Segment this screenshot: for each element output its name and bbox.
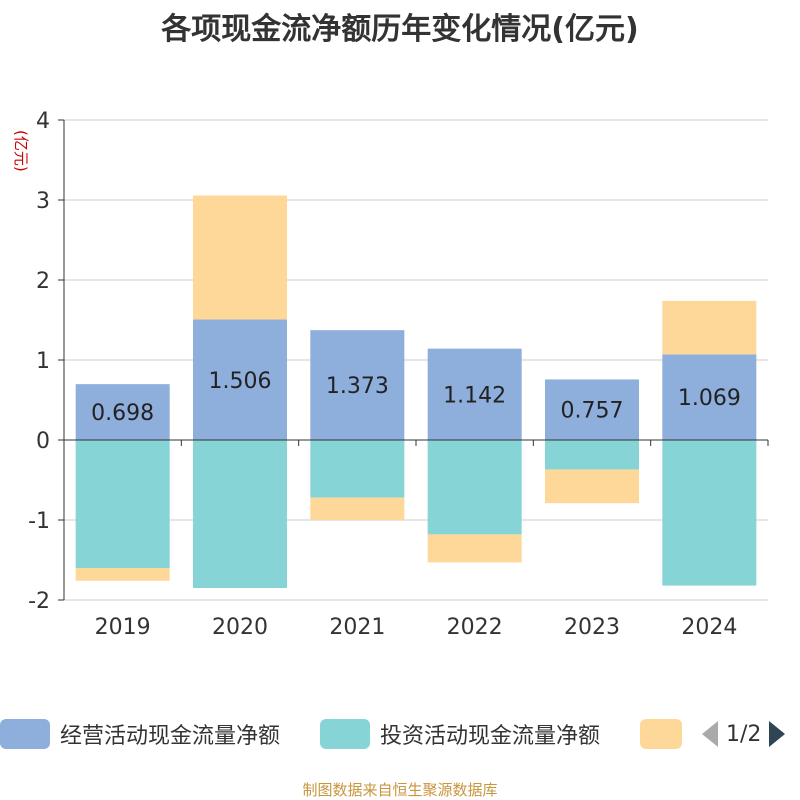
x-tick-label-2023: 2023 <box>564 615 620 640</box>
y-tick-label: 2 <box>36 269 50 294</box>
bar-segment-2021-series-2 <box>310 440 405 498</box>
bar-segment-2024-series-2 <box>662 440 757 586</box>
legend-pager: 1/2 <box>700 716 800 752</box>
bar-segment-2021-series-3 <box>310 497 405 520</box>
bar-segment-2019-series-1 <box>75 384 170 440</box>
bar-segment-2022-series-1 <box>427 348 522 440</box>
x-tick-label-2021: 2021 <box>329 615 385 640</box>
legend-item-operating[interactable]: 经营活动现金流量净额 <box>0 716 280 752</box>
bar-segment-2021-series-1 <box>310 330 405 440</box>
y-tick-label: 1 <box>36 349 50 374</box>
stacked-bar-chart: 4 3 2 1 0 -1 -2 2019 2020 2021 2022 2023 2024 0.698 1.… <box>28 109 769 640</box>
bar-segment-2020-series-2 <box>193 440 287 588</box>
data-label-2023: 0.757 <box>561 399 624 424</box>
data-label-2022: 1.142 <box>443 383 506 408</box>
legend-swatch-investing <box>320 719 370 749</box>
source-note: 制图数据来自恒生聚源数据库 <box>302 781 498 799</box>
bar-segment-2023-series-1 <box>545 379 639 440</box>
data-label-2024: 1.069 <box>678 386 741 411</box>
y-tick-label: -1 <box>28 509 50 534</box>
bar-segment-2023-series-2 <box>545 440 639 470</box>
x-tick-label-2019: 2019 <box>95 615 151 640</box>
legend-label-operating: 经营活动现金流量净额 <box>60 724 281 749</box>
y-tick-label: 3 <box>36 189 50 214</box>
bar-segment-2024-series-3 <box>662 300 757 355</box>
legend-page-indicator: 1/2 <box>726 721 762 747</box>
chart-title: 各项现金流净额历年变化情况(亿元) <box>161 12 639 47</box>
legend-item-third[interactable] <box>640 716 682 752</box>
legend-prev-arrow-icon[interactable] <box>700 719 720 749</box>
bar-segment-2022-series-3 <box>427 534 522 563</box>
legend-label-investing: 投资活动现金流量净额 <box>380 724 601 749</box>
bar-segment-2020-series-3 <box>193 195 287 320</box>
x-tick-label-2024: 2024 <box>681 615 737 640</box>
data-label-2019: 0.698 <box>91 401 154 426</box>
bar-segment-2023-series-3 <box>545 469 639 504</box>
bar-segment-2020-series-1 <box>193 319 287 440</box>
legend-next-arrow-icon[interactable] <box>767 719 787 749</box>
y-tick-label: 4 <box>36 109 50 134</box>
legend-swatch-third <box>640 719 682 749</box>
bar-segment-2024-series-1 <box>662 354 757 440</box>
bar-segment-2019-series-2 <box>75 440 170 568</box>
y-tick-label: 0 <box>36 429 50 454</box>
legend-swatch-operating <box>0 719 50 749</box>
y-tick-label: -2 <box>28 589 50 614</box>
bar-segment-2019-series-3 <box>75 568 170 581</box>
x-tick-label-2020: 2020 <box>212 615 268 640</box>
bar-segment-2022-series-2 <box>427 440 522 535</box>
data-label-2021: 1.373 <box>326 374 389 399</box>
x-tick-label-2022: 2022 <box>447 615 503 640</box>
legend: 经营活动现金流量净额 投资活动现金流量净额 <box>0 716 800 756</box>
legend-item-investing[interactable]: 投资活动现金流量净额 <box>320 716 600 752</box>
data-label-2020: 1.506 <box>209 369 272 394</box>
